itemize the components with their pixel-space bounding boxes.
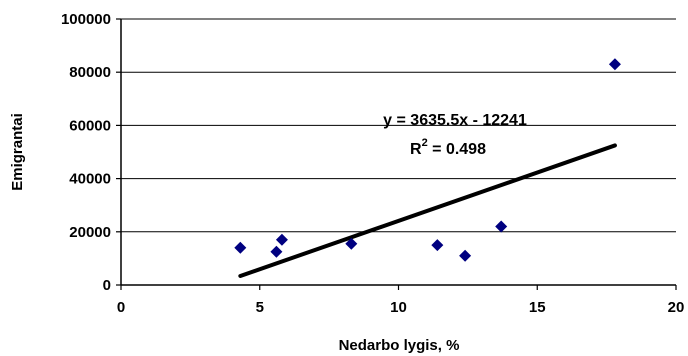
- y-tick-label: 60000: [69, 117, 111, 134]
- x-tick-label: 5: [256, 299, 264, 316]
- trendline: [238, 143, 617, 278]
- x-axis-title: Nedarbo lygis, %: [339, 337, 460, 354]
- data-point-marker: [270, 245, 283, 258]
- y-tick-label: 80000: [69, 64, 111, 81]
- trendline-equation: y = 3635.5x - 12241: [383, 112, 527, 129]
- x-tick-labels: 0 5 10 15 20: [117, 299, 685, 316]
- x-tick-label: 15: [529, 299, 546, 316]
- x-tick-label: 0: [117, 299, 125, 316]
- trendline-group: [238, 143, 617, 278]
- data-point-marker: [459, 249, 472, 262]
- data-point-marker: [495, 220, 508, 233]
- y-tick-label: 40000: [69, 171, 111, 188]
- y-tick-label: 100000: [61, 11, 111, 28]
- data-point-marker: [608, 58, 621, 71]
- data-point-marker: [431, 239, 444, 252]
- data-points: [234, 58, 621, 262]
- axis-ticks: [116, 18, 677, 290]
- y-tick-label: 0: [103, 277, 111, 294]
- y-tick-labels: 0 20000 40000 60000 80000 100000: [61, 11, 111, 294]
- r-squared-label: R2 = 0.498: [410, 137, 486, 158]
- y-axis-title: Emigrantai: [9, 113, 26, 191]
- data-point-marker: [234, 241, 247, 254]
- x-tick-label: 10: [390, 299, 407, 316]
- data-point-marker: [275, 233, 288, 246]
- gridlines: [121, 18, 676, 233]
- data-point-marker: [345, 237, 358, 250]
- y-tick-label: 20000: [69, 224, 111, 241]
- x-tick-label: 20: [668, 299, 685, 316]
